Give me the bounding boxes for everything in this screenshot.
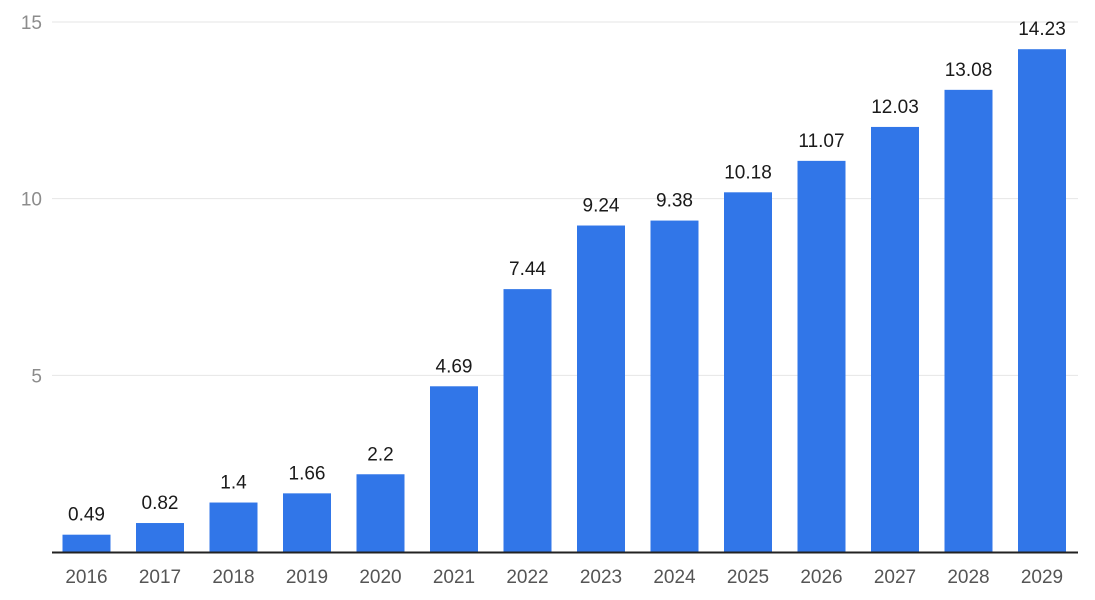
data-label-2029: 14.23 [1018, 19, 1066, 40]
x-tick-label-2018: 2018 [212, 567, 254, 588]
data-label-2022: 7.44 [509, 259, 546, 280]
data-label-2017: 0.82 [142, 493, 179, 514]
bar-2020 [356, 474, 405, 552]
x-tick-label-2023: 2023 [580, 567, 622, 588]
data-label-2023: 9.24 [583, 196, 620, 217]
data-label-2028: 13.08 [945, 60, 993, 81]
bar-2021 [430, 386, 478, 552]
bar-2027 [871, 126, 919, 552]
bar-2025 [724, 192, 772, 552]
x-tick-label-2019: 2019 [286, 567, 328, 588]
x-tick-label-2017: 2017 [139, 567, 181, 588]
data-label-2025: 10.18 [724, 162, 772, 183]
bar-2023 [577, 225, 625, 552]
data-label-2018: 1.4 [220, 473, 247, 494]
x-axis-ticks: 2016 2017 2018 2019 2020 2021 2022 2023 2024 2025… [65, 567, 1063, 588]
bar-2016 [62, 534, 111, 552]
y-tick-label: 5 [31, 366, 42, 387]
gridlines [52, 21, 1078, 376]
x-tick-label-2021: 2021 [433, 567, 475, 588]
data-label-2026: 11.07 [798, 131, 844, 152]
x-tick-label-2026: 2026 [800, 567, 842, 588]
data-label-2027: 12.03 [871, 97, 919, 118]
bar-2019 [283, 493, 331, 552]
y-tick-label: 15 [21, 13, 42, 34]
data-label-2021: 4.69 [436, 356, 473, 377]
x-tick-label-2027: 2027 [874, 567, 916, 588]
data-label-2024: 9.38 [656, 191, 693, 212]
data-labels: 0.49 0.82 1.4 1.66 2.2 4.69 7.44 9.24 9.38 10.18 1… [68, 19, 1066, 525]
x-tick-label-2024: 2024 [653, 567, 696, 588]
x-tick-label-2028: 2028 [947, 567, 989, 588]
y-tick-label: 10 [21, 190, 42, 211]
bar-2022 [503, 289, 552, 552]
x-tick-label-2029: 2029 [1021, 567, 1063, 588]
x-tick-label-2022: 2022 [506, 567, 548, 588]
bar-2017 [136, 523, 184, 552]
bar-2024 [650, 220, 699, 552]
bar-2026 [797, 160, 846, 553]
bars [62, 49, 1066, 553]
y-axis-ticks: 5 10 15 [21, 13, 42, 387]
x-tick-label-2025: 2025 [727, 567, 769, 588]
x-tick-label-2016: 2016 [65, 567, 107, 588]
bar-2018 [209, 502, 258, 552]
x-tick-label-2020: 2020 [359, 567, 401, 588]
data-label-2020: 2.2 [367, 444, 393, 465]
data-label-2019: 1.66 [289, 463, 326, 484]
data-label-2016: 0.49 [68, 505, 105, 526]
bar-2029 [1018, 49, 1066, 552]
bar-2028 [944, 89, 993, 552]
